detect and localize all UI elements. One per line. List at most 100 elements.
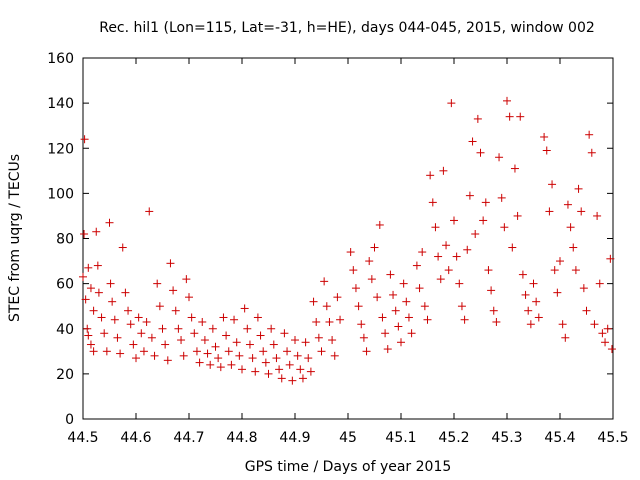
- data-point: [84, 331, 93, 340]
- data-point: [359, 333, 368, 342]
- data-point: [222, 331, 231, 340]
- data-point: [336, 315, 345, 324]
- data-point: [108, 297, 117, 306]
- x-tick-label: 44.6: [120, 430, 151, 446]
- data-point: [92, 227, 101, 236]
- data-point: [558, 320, 567, 329]
- data-point: [102, 347, 111, 356]
- data-point: [301, 338, 310, 347]
- data-point: [378, 313, 387, 322]
- data-point: [354, 302, 363, 311]
- data-point: [420, 302, 429, 311]
- data-point: [121, 288, 130, 297]
- data-point: [177, 336, 186, 345]
- data-point: [245, 340, 254, 349]
- data-point: [346, 248, 355, 257]
- data-point: [110, 315, 119, 324]
- data-point: [407, 329, 416, 338]
- data-point: [455, 279, 464, 288]
- data-point: [447, 99, 456, 108]
- data-point: [370, 243, 379, 252]
- data-point: [86, 340, 95, 349]
- data-point: [171, 306, 180, 315]
- data-point: [463, 245, 472, 254]
- data-point: [606, 254, 615, 263]
- x-tick-label: 45.1: [385, 430, 416, 446]
- data-point: [500, 223, 509, 232]
- data-point: [492, 317, 501, 326]
- data-point: [333, 293, 342, 302]
- data-point: [129, 340, 138, 349]
- data-point: [142, 317, 151, 326]
- data-point: [386, 270, 395, 279]
- data-point: [471, 229, 480, 238]
- data-point: [550, 266, 559, 275]
- data-point: [166, 259, 175, 268]
- data-point: [79, 272, 87, 281]
- data-point: [524, 306, 533, 315]
- data-point: [484, 266, 493, 275]
- data-point: [561, 333, 570, 342]
- x-tick-label: 45.2: [438, 430, 469, 446]
- data-point: [595, 279, 604, 288]
- data-point: [450, 216, 458, 225]
- data-point: [124, 306, 133, 315]
- data-point: [375, 220, 384, 229]
- data-point: [272, 354, 281, 363]
- data-point: [187, 313, 196, 322]
- data-point: [423, 315, 432, 324]
- data-point: [314, 333, 323, 342]
- data-point: [545, 207, 554, 216]
- data-point: [505, 112, 514, 121]
- data-point: [540, 132, 549, 141]
- data-point: [532, 297, 541, 306]
- data-point: [261, 358, 270, 367]
- data-point: [203, 349, 212, 358]
- data-point: [93, 261, 102, 270]
- data-point: [516, 112, 525, 121]
- data-point: [259, 347, 268, 356]
- data-point: [495, 153, 504, 162]
- data-point: [373, 293, 382, 302]
- data-point: [227, 360, 236, 369]
- y-tick-label: 60: [56, 277, 74, 293]
- data-point: [553, 288, 562, 297]
- data-point: [487, 286, 496, 295]
- data-point: [161, 340, 170, 349]
- data-point: [304, 354, 313, 363]
- y-tick-label: 140: [47, 96, 74, 112]
- data-point: [402, 297, 411, 306]
- data-point: [428, 198, 437, 207]
- data-point: [219, 313, 228, 322]
- x-axis-label: GPS time / Days of year 2015: [245, 459, 452, 475]
- data-point: [365, 257, 374, 266]
- x-tick-label: 44.8: [226, 430, 257, 446]
- data-point: [317, 347, 326, 356]
- plot-frame: [82, 57, 614, 420]
- data-point: [211, 342, 220, 351]
- data-point: [283, 347, 292, 356]
- y-tick-label: 0: [65, 412, 74, 428]
- data-point: [208, 324, 217, 333]
- data-point: [442, 241, 451, 250]
- data-point: [566, 223, 575, 232]
- data-point: [216, 363, 225, 372]
- chart-title: Rec. hil1 (Lon=115, Lat=-31, h=HE), days…: [99, 20, 595, 36]
- data-point: [593, 211, 602, 220]
- data-point: [134, 313, 143, 322]
- data-point: [598, 329, 607, 338]
- data-point: [296, 365, 305, 374]
- data-point: [563, 200, 572, 209]
- data-point: [94, 288, 103, 297]
- data-point: [106, 279, 115, 288]
- y-tick-label: 160: [47, 51, 74, 67]
- data-point: [105, 218, 114, 227]
- data-point: [426, 171, 435, 180]
- data-point: [529, 279, 538, 288]
- data-point: [89, 306, 98, 315]
- data-point: [269, 340, 278, 349]
- data-point: [153, 279, 162, 288]
- data-point: [275, 365, 284, 374]
- data-point: [291, 336, 299, 345]
- data-point: [195, 358, 204, 367]
